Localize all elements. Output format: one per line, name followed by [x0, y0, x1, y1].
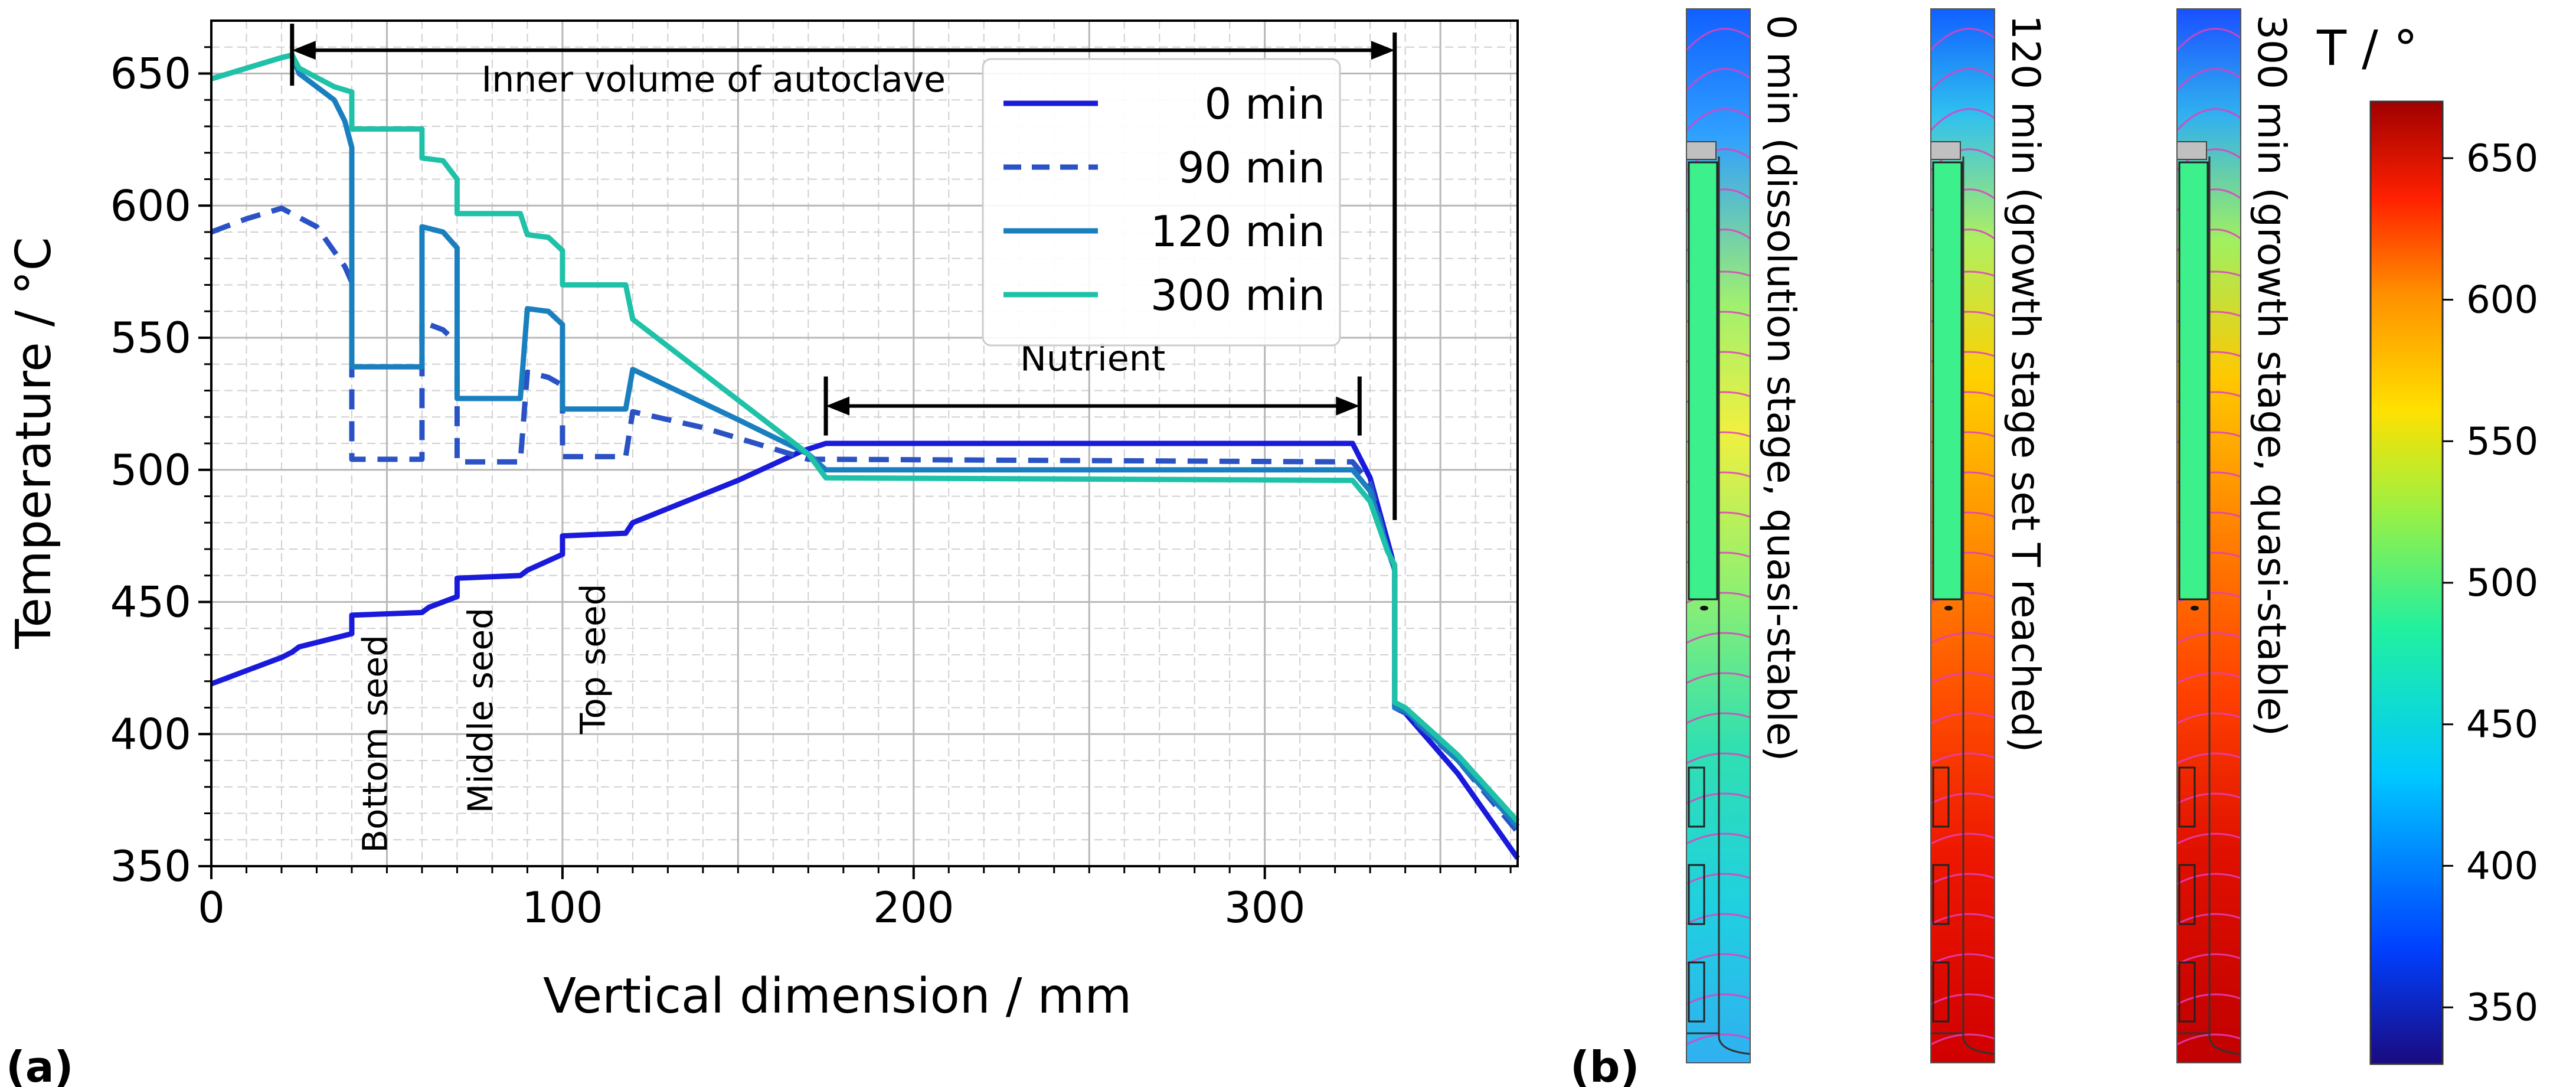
y-tick-label: 600	[110, 181, 191, 230]
seed-box-0	[2178, 766, 2196, 828]
colorbar-gradient	[2369, 100, 2444, 1065]
axis-ticks	[198, 46, 1512, 879]
isotherm-line	[1930, 68, 1995, 92]
arrow-head-left	[292, 41, 316, 60]
annotation-middle-seed: Middle seed	[460, 608, 501, 813]
x-tick-label: 300	[1224, 883, 1305, 932]
y-axis-label: Temperature / °C	[6, 237, 62, 649]
colorbar: T / ° 350 400 450 500 550 600 650	[2316, 21, 2538, 1065]
autoclave-wall	[1718, 156, 1751, 1055]
strip-frame	[2176, 8, 2241, 1063]
y-tick-label: 350	[110, 841, 191, 891]
legend-label: 300 min	[1150, 270, 1325, 320]
housing-cap	[2176, 141, 2207, 160]
arrow-head-left	[826, 396, 850, 416]
arrow-head-right	[1371, 41, 1395, 60]
legend: 0 min 90 min 120 min 300 min	[982, 58, 1341, 347]
nutrient-basket	[1688, 161, 1718, 600]
colorbar-tick-label: 650	[2466, 137, 2538, 181]
strip-frame	[1930, 8, 1995, 1063]
isotherm-line	[1685, 68, 1751, 92]
isotherm-line	[2176, 28, 2241, 51]
colorbar-tick-label: 350	[2466, 986, 2538, 1030]
seed-box-2	[1932, 961, 1950, 1023]
baffle-marker	[1944, 606, 1953, 611]
seed-box-2	[1688, 961, 1705, 1023]
nutrient-basket	[1932, 161, 1963, 600]
isotherm-line	[2176, 108, 2241, 132]
arrow-head-right	[1336, 396, 1360, 416]
tick-labels: 0 100 200 300 350 400 450 500 550 600 650	[110, 49, 1306, 933]
simulation-strip-2	[2176, 8, 2241, 1063]
colorbar-title: T / °	[2316, 21, 2418, 77]
legend-label: 90 min	[1178, 143, 1325, 192]
annotations: Inner volume of autoclaveNutrientBottom …	[290, 24, 1397, 853]
baffle-marker	[1700, 606, 1708, 611]
annotation-top-seed: Top seed	[573, 584, 613, 735]
legend-label: 120 min	[1150, 207, 1325, 256]
y-tick-label: 500	[110, 445, 191, 495]
isotherm-line	[1930, 28, 1995, 51]
baffle-marker	[2191, 606, 2199, 611]
panel-b-simulations: (b) 0 min (dissolution stage, quasi-stab…	[1570, 8, 2538, 1087]
series-line-3	[210, 52, 1520, 823]
seed-box-1	[1688, 864, 1705, 925]
simulation-caption-0: 0 min (dissolution stage, quasi-stable)	[1758, 15, 1804, 761]
isotherm-line	[1685, 108, 1751, 132]
simulation-caption-2: 300 min (growth stage, quasi-stable)	[2249, 15, 2294, 736]
annotation-bottom-seed: Bottom seed	[355, 635, 395, 853]
x-axis-label: Vertical dimension / mm	[543, 968, 1132, 1024]
autoclave-wall	[1962, 156, 1995, 1055]
housing-cap	[1686, 141, 1717, 160]
annotation-inner-volume: Inner volume of autoclave	[482, 59, 946, 100]
isotherm-line	[2176, 68, 2241, 92]
series-lines	[210, 52, 1520, 860]
y-tick-label: 400	[110, 709, 191, 759]
legend-label: 0 min	[1205, 79, 1325, 129]
simulation-strip-0	[1685, 8, 1751, 1063]
y-tick-label: 450	[110, 577, 191, 627]
seed-box-1	[1932, 864, 1950, 925]
x-tick-label: 0	[198, 883, 225, 932]
isotherm-line	[1930, 108, 1995, 132]
strip-frame	[1686, 8, 1751, 1063]
colorbar-tick-label: 550	[2466, 420, 2538, 463]
housing-cap	[1930, 141, 1961, 160]
colorbar-tick-label: 600	[2466, 279, 2538, 322]
nutrient-basket	[2178, 161, 2209, 600]
seed-box-0	[1688, 766, 1705, 828]
simulation-strip-1	[1930, 8, 1995, 1063]
seed-box-2	[2178, 961, 2196, 1023]
panel-a-label: (a)	[6, 1042, 73, 1087]
simulation-caption-1: 120 min (growth stage set T reached)	[2003, 15, 2048, 752]
colorbar-tick-label: 500	[2466, 562, 2538, 605]
colorbar-tick-label: 400	[2466, 844, 2538, 888]
x-tick-label: 200	[873, 883, 954, 932]
panel-b-label: (b)	[1570, 1042, 1639, 1087]
y-tick-label: 550	[110, 313, 191, 363]
seed-box-0	[1932, 766, 1950, 828]
autoclave-wall	[2208, 156, 2241, 1055]
seed-box-1	[2178, 864, 2196, 925]
y-tick-label: 650	[110, 49, 191, 99]
isotherm-line	[1685, 28, 1751, 51]
x-tick-label: 100	[522, 883, 603, 932]
panel-a-chart: 0 100 200 300 350 400 450 500 550 600 650 Inner vo…	[6, 19, 1520, 1087]
colorbar-tick-label: 450	[2466, 703, 2538, 747]
legend-box	[982, 58, 1341, 347]
